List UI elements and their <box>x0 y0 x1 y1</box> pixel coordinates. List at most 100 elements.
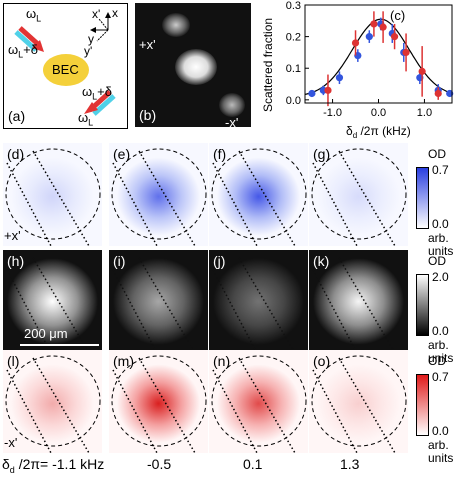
scale-bar-label: 200 μm <box>24 326 68 341</box>
detuning-value-4: 1.3 <box>340 456 360 472</box>
colorbar-min: 0.0 <box>432 324 449 338</box>
x-tick-label: 1.0 <box>417 107 432 119</box>
boundary-ellipse <box>211 355 307 447</box>
data-point <box>370 20 378 28</box>
boundary-ellipse <box>311 148 407 240</box>
y-tick-label: 0.0 <box>286 95 301 107</box>
y-tick-label: 0.1 <box>286 63 301 75</box>
panel-label: (j) <box>213 253 226 269</box>
dotted-line <box>212 162 258 246</box>
image-panel: (g) <box>309 143 408 246</box>
dotted-line <box>238 257 296 353</box>
colorbar-unit: arb. <box>428 231 449 245</box>
dotted-line <box>138 150 196 246</box>
cloud-center <box>175 49 217 85</box>
cloud-plus-x <box>162 13 190 37</box>
bec-label: BEC <box>52 62 79 77</box>
axis-y-prime-label: y' <box>84 44 93 58</box>
panel-label: (f) <box>213 146 227 162</box>
bec-cloud <box>43 54 89 86</box>
chart-ylabel: Scattered fraction <box>261 18 275 112</box>
data-point <box>390 33 399 41</box>
boundary-ellipse <box>311 355 407 447</box>
panel-overlay <box>211 355 307 453</box>
dotted-line <box>138 257 196 353</box>
scale-bar-line <box>20 344 99 346</box>
dotted-line <box>312 162 358 246</box>
detuning-value-2: -0.5 <box>147 456 172 472</box>
image-panel: (k) <box>309 250 408 353</box>
chart-frame <box>304 4 453 104</box>
colorbar-title: OD <box>428 354 446 368</box>
x-tick-label: 0.0 <box>371 107 386 119</box>
panel-overlay <box>5 148 101 246</box>
dotted-line <box>238 357 296 453</box>
panel-label: (g) <box>313 146 331 162</box>
panel-overlay <box>111 148 207 246</box>
image-panel: (h) <box>3 250 102 353</box>
colorbar-min: 0.0 <box>432 424 449 438</box>
dotted-line <box>32 357 90 453</box>
chart-panel-label: (c) <box>390 8 405 23</box>
data-point <box>308 89 316 98</box>
dotted-line <box>338 357 396 453</box>
beam-bottom-freq-shifted: ωL+δ <box>82 84 112 102</box>
axis-y-prime-arrow <box>96 29 109 42</box>
boundary-ellipse <box>211 148 307 240</box>
boundary-ellipse <box>111 355 207 447</box>
cloud-minus-x <box>219 93 245 117</box>
dotted-line <box>112 269 158 353</box>
detuning-value-3: 0.1 <box>243 456 263 472</box>
colorbar <box>416 374 429 436</box>
panel-a-diagram <box>14 12 116 116</box>
axis-y-label: y <box>88 32 94 46</box>
dotted-line <box>338 150 396 246</box>
boundary-ellipse <box>5 148 101 240</box>
data-point <box>418 67 426 75</box>
image-panel: (d) <box>3 143 102 246</box>
colorbar <box>416 167 429 229</box>
beam-red-top <box>18 26 42 48</box>
boundary-ellipse <box>111 148 207 240</box>
panel-label: (m) <box>113 353 134 369</box>
dotted-line <box>338 257 396 353</box>
colorbar-unit: units <box>428 451 454 465</box>
panel-label: (i) <box>113 253 126 269</box>
dotted-line <box>112 369 158 453</box>
beam-top-freq-shifted: ωL+δ <box>8 42 38 60</box>
minus-x-label: -x' <box>225 115 239 130</box>
dotted-line <box>112 162 158 246</box>
beam-cyan-bottom <box>92 94 116 116</box>
panel-label: (h) <box>7 253 25 269</box>
beam-top-arrow-head <box>32 40 44 52</box>
image-panel: (f) <box>209 143 308 246</box>
axis-x-prime-arrow <box>98 18 109 31</box>
image-panel: (i) <box>109 250 208 353</box>
colorbar-max: 0.7 <box>432 370 449 384</box>
axis-x-label: x <box>112 6 118 20</box>
colorbar-title: OD <box>428 254 446 268</box>
panel-overlay <box>311 355 407 453</box>
axis-x-prime-label: x' <box>92 7 101 21</box>
y-tick-label: 0.3 <box>286 0 301 12</box>
fit-curve <box>304 18 453 95</box>
dotted-line <box>312 369 358 453</box>
panel-b: +x' -x' (b) <box>135 3 251 130</box>
plus-x-label: +x' <box>139 37 156 52</box>
boundary-ellipse <box>5 355 101 447</box>
data-point <box>324 86 332 94</box>
image-panel: (l) <box>3 350 102 453</box>
colorbar-unit: arb. <box>428 438 449 452</box>
dotted-line <box>32 150 90 246</box>
panel-a: BEC ωL ωL+δ ωL+δ ωL x' x y y' (a) <box>3 3 128 129</box>
y-tick-label: 0.2 <box>286 32 301 44</box>
panel-a-label: (a) <box>8 108 26 124</box>
colorbar-unit: units <box>428 351 454 365</box>
detuning-label: δd /2π= -1.1 kHz <box>2 456 105 475</box>
panel-label: (l) <box>7 353 20 369</box>
image-panel: (e) <box>109 143 208 246</box>
data-point <box>379 23 387 31</box>
colorbar-unit: arb. <box>428 338 449 352</box>
beam-cyan-top <box>14 30 38 52</box>
panel-label: (k) <box>313 253 330 269</box>
